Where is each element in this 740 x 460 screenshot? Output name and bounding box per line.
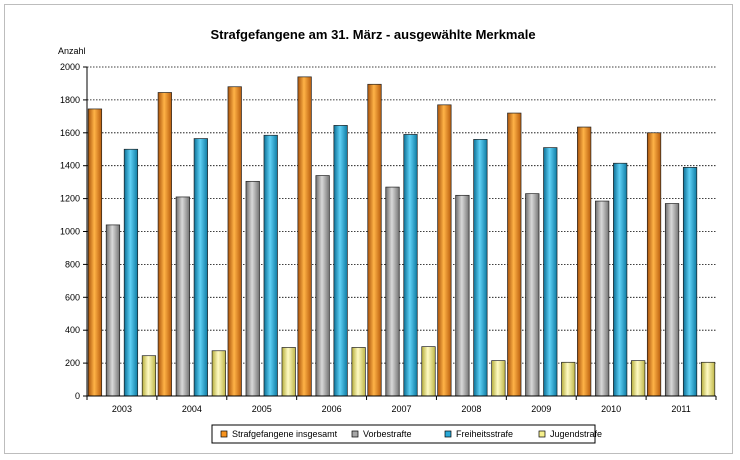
y-tick-label: 1200 xyxy=(60,194,80,204)
bar-4-2006 xyxy=(351,347,366,397)
bar-1-2005 xyxy=(227,86,242,397)
y-tick-label: 600 xyxy=(65,292,80,302)
x-tick-labels: 2003 2004 2005 2006 2007 2008 2009 2010 2011 xyxy=(112,404,691,414)
y-tick-label: 2000 xyxy=(60,62,80,72)
legend: Strafgefangene insgesamt Vorbestrafte Frei… xyxy=(220,429,602,439)
bar-2-2004 xyxy=(175,196,190,397)
legend-label: Strafgefangene insgesamt xyxy=(232,429,338,439)
chart-frame: Strafgefangene am 31. März - ausgewählte… xyxy=(4,4,733,454)
bar-3-2011 xyxy=(682,166,698,397)
bar-3-2004 xyxy=(193,138,208,397)
bar-4-2005 xyxy=(281,347,296,397)
x-tick-label: 2009 xyxy=(531,404,551,414)
bar-3-2010 xyxy=(613,162,628,397)
bar-2-2006 xyxy=(315,175,330,397)
bar-2-2003 xyxy=(105,224,121,397)
bar-4-2011 xyxy=(700,361,716,397)
y-tick-label: 0 xyxy=(75,391,80,401)
bar-1-2011 xyxy=(646,132,662,397)
y-axis-label: Anzahl xyxy=(58,46,86,56)
legend-swatch xyxy=(220,430,228,438)
legend-swatch xyxy=(444,430,452,438)
x-tick-label: 2007 xyxy=(391,404,411,414)
bar-3-2007 xyxy=(403,134,418,397)
gridlines xyxy=(83,66,716,397)
bar-1-2008 xyxy=(437,104,452,397)
x-tick-label: 2011 xyxy=(671,404,690,414)
x-tick-label: 2010 xyxy=(601,404,621,414)
legend-box xyxy=(211,424,596,444)
y-tick-label: 200 xyxy=(65,358,80,368)
bar-4-2007 xyxy=(421,346,436,397)
y-tick-label: 1400 xyxy=(60,161,80,171)
legend-label: Jugendstrafe xyxy=(550,429,602,439)
bar-3-2009 xyxy=(543,147,558,397)
x-tick-label: 2006 xyxy=(322,404,342,414)
y-tick-label: 800 xyxy=(65,259,80,269)
bar-2-2010 xyxy=(595,200,610,397)
y-tick-label: 1800 xyxy=(60,95,80,105)
bar-3-2006 xyxy=(333,125,348,397)
legend-swatch xyxy=(351,430,359,438)
bar-3-2008 xyxy=(473,139,488,397)
bar-3-2003 xyxy=(123,148,139,397)
chart-title: Strafgefangene am 31. März - ausgewählte… xyxy=(210,27,535,42)
bar-1-2007 xyxy=(367,83,382,397)
legend-label: Vorbestrafte xyxy=(363,429,412,439)
y-tick-label: 1000 xyxy=(60,227,80,237)
bar-2-2008 xyxy=(455,194,470,397)
legend-swatch xyxy=(538,430,546,438)
bar-2-2011 xyxy=(664,203,680,397)
x-tick-label: 2004 xyxy=(182,404,202,414)
bar-2-2007 xyxy=(385,186,400,397)
bar-1-2003 xyxy=(87,108,103,397)
bars xyxy=(87,76,716,397)
axes xyxy=(86,67,717,400)
bar-2-2009 xyxy=(525,193,540,397)
bar-4-2004 xyxy=(211,350,226,397)
bar-1-2004 xyxy=(157,92,172,397)
x-tick-label: 2008 xyxy=(461,404,481,414)
bar-chart: Strafgefangene am 31. März - ausgewählte… xyxy=(58,27,717,444)
bar-3-2005 xyxy=(263,134,278,397)
bar-4-2009 xyxy=(561,361,576,397)
legend-label: Freiheitsstrafe xyxy=(456,429,513,439)
bar-1-2010 xyxy=(577,126,592,397)
y-tick-label: 400 xyxy=(65,325,80,335)
x-tick-label: 2005 xyxy=(252,404,272,414)
bar-4-2003 xyxy=(141,355,157,397)
bar-4-2010 xyxy=(631,360,646,397)
bar-1-2009 xyxy=(507,112,522,397)
y-tick-labels: 0 200 400 600 800 1000 1200 1400 1600 1800 2000 xyxy=(60,62,80,401)
x-tick-label: 2003 xyxy=(112,404,132,414)
bar-1-2006 xyxy=(297,76,312,397)
bar-2-2005 xyxy=(245,180,260,397)
bar-4-2008 xyxy=(491,360,506,397)
y-tick-label: 1600 xyxy=(60,128,80,138)
